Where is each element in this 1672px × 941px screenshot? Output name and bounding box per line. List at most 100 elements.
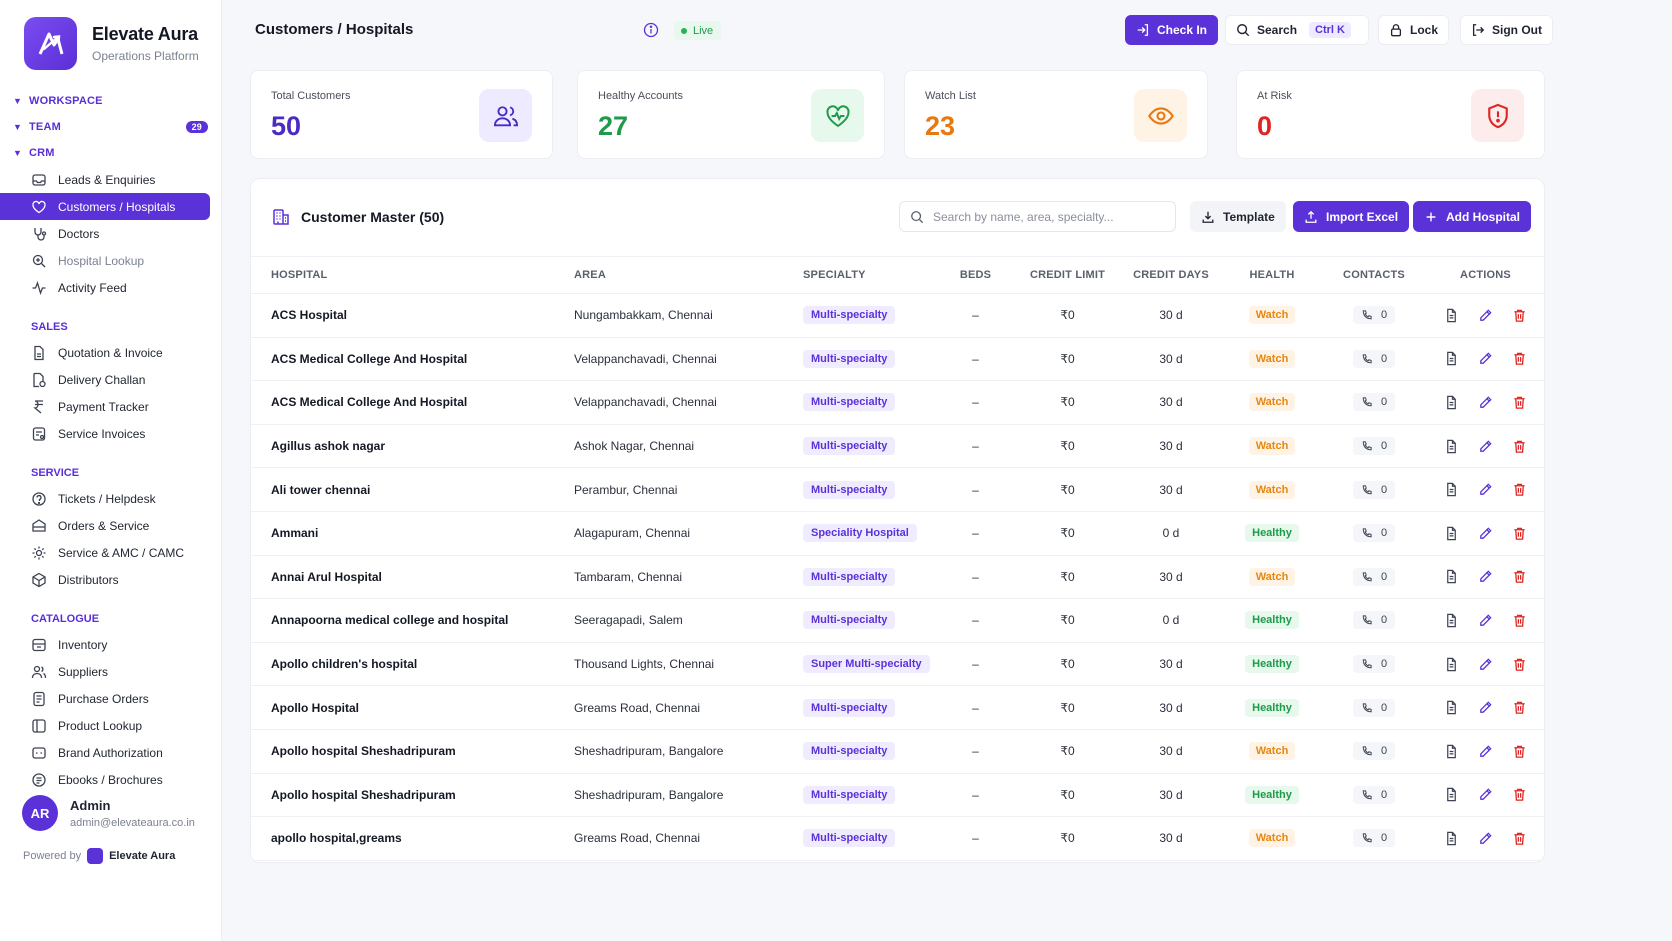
sidebar-item-payment-tracker[interactable]: Payment Tracker [0, 393, 222, 420]
cell-hospital[interactable]: Ali tower chennai [251, 467, 574, 512]
view-document-icon[interactable] [1444, 351, 1459, 366]
edit-icon[interactable] [1478, 526, 1493, 541]
user-profile[interactable]: AR Admin admin@elevateaura.co.in [22, 795, 195, 831]
sidebar-item-ebooks[interactable]: Ebooks / Brochures [0, 766, 222, 793]
cell-hospital[interactable]: apollo hospital,greams [251, 816, 574, 861]
contacts-badge[interactable]: 0 [1352, 393, 1396, 412]
edit-icon[interactable] [1478, 744, 1493, 759]
sidebar-item-activity-feed[interactable]: Activity Feed [0, 274, 222, 301]
edit-icon[interactable] [1478, 395, 1493, 410]
contacts-badge[interactable]: 0 [1352, 306, 1396, 325]
edit-icon[interactable] [1478, 657, 1493, 672]
table-row[interactable]: ACS Medical College And Hospital Velappan… [251, 337, 1544, 382]
delete-icon[interactable] [1512, 439, 1527, 454]
cell-hospital[interactable]: Annai Arul Hospital [251, 555, 574, 600]
edit-icon[interactable] [1478, 482, 1493, 497]
contacts-badge[interactable]: 0 [1352, 437, 1396, 456]
edit-icon[interactable] [1478, 787, 1493, 802]
delete-icon[interactable] [1512, 700, 1527, 715]
brand[interactable]: Elevate Aura Operations Platform [24, 17, 199, 70]
check-in-button[interactable]: Check In [1125, 15, 1219, 45]
cell-hospital[interactable]: ACS Medical College And Hospital [251, 380, 574, 425]
table-row[interactable]: Apollo Hospital Greams Road, Chennai Multi… [251, 685, 1544, 730]
table-row[interactable]: Apollo hospital Sheshadripuram Sheshadrip… [251, 729, 1544, 774]
table-row[interactable]: Agillus ashok nagar Ashok Nagar, Chennai M… [251, 424, 1544, 469]
table-row[interactable]: Ali tower chennai Perambur, Chennai Multi-… [251, 467, 1544, 512]
edit-icon[interactable] [1478, 569, 1493, 584]
delete-icon[interactable] [1512, 395, 1527, 410]
contacts-badge[interactable]: 0 [1352, 567, 1396, 586]
sidebar-item-hospital-lookup[interactable]: Hospital Lookup [0, 247, 222, 274]
view-document-icon[interactable] [1444, 700, 1459, 715]
contacts-badge[interactable]: 0 [1352, 480, 1396, 499]
cell-hospital[interactable]: Agillus ashok nagar [251, 424, 574, 469]
column-header-contacts[interactable]: CONTACTS [1323, 256, 1425, 294]
contacts-badge[interactable]: 0 [1352, 829, 1396, 848]
sign-out-button[interactable]: Sign Out [1460, 15, 1553, 45]
delete-icon[interactable] [1512, 351, 1527, 366]
edit-icon[interactable] [1478, 308, 1493, 323]
table-row[interactable]: Apollo children's hospital Thousand Light… [251, 642, 1544, 687]
nav-group-crm[interactable]: ▼ CRM [0, 140, 222, 166]
sidebar-item-orders-service[interactable]: Orders & Service [0, 512, 222, 539]
delete-icon[interactable] [1512, 526, 1527, 541]
column-header-credit-limit[interactable]: CREDIT LIMIT [1014, 256, 1121, 294]
view-document-icon[interactable] [1444, 613, 1459, 628]
column-header-credit-days[interactable]: CREDIT DAYS [1121, 256, 1221, 294]
table-row[interactable]: Apollo hospital Sheshadripuram Sheshadrip… [251, 773, 1544, 818]
contacts-badge[interactable]: 0 [1352, 698, 1396, 717]
table-row[interactable]: Ammani Alagapuram, Chennai Speciality Hosp… [251, 511, 1544, 556]
contacts-badge[interactable]: 0 [1352, 785, 1396, 804]
lock-button[interactable]: Lock [1378, 15, 1450, 45]
edit-icon[interactable] [1478, 613, 1493, 628]
column-header-health[interactable]: HEALTH [1221, 256, 1323, 294]
sidebar-item-doctors[interactable]: Doctors [0, 220, 222, 247]
contacts-badge[interactable]: 0 [1352, 349, 1396, 368]
table-row[interactable]: ACS Hospital Nungambakkam, Chennai Multi-s… [251, 293, 1544, 338]
sidebar-item-distributors[interactable]: Distributors [0, 566, 222, 593]
column-header-area[interactable]: AREA [574, 256, 803, 294]
table-row[interactable]: apollo hospital,greams Greams Road, Chenn… [251, 816, 1544, 861]
delete-icon[interactable] [1512, 787, 1527, 802]
sidebar-item-product-lookup[interactable]: Product Lookup [0, 712, 222, 739]
sidebar-item-customers[interactable]: Customers / Hospitals [0, 193, 210, 220]
cell-hospital[interactable]: Annapoorna medical college and hospital [251, 598, 574, 643]
view-document-icon[interactable] [1444, 395, 1459, 410]
sidebar-item-delivery-challan[interactable]: Delivery Challan [0, 366, 222, 393]
add-hospital-button[interactable]: Add Hospital [1413, 201, 1531, 232]
contacts-badge[interactable]: 0 [1352, 611, 1396, 630]
edit-icon[interactable] [1478, 439, 1493, 454]
table-row[interactable]: Annai Arul Hospital Tambaram, Chennai Mult… [251, 555, 1544, 600]
delete-icon[interactable] [1512, 613, 1527, 628]
delete-icon[interactable] [1512, 744, 1527, 759]
template-button[interactable]: Template [1190, 201, 1286, 232]
sidebar-item-quotation[interactable]: Quotation & Invoice [0, 339, 222, 366]
column-header-beds[interactable]: BEDS [937, 256, 1014, 294]
sidebar-item-brand-authorization[interactable]: Brand Authorization [0, 739, 222, 766]
cell-hospital[interactable]: Apollo hospital Sheshadripuram [251, 773, 574, 818]
delete-icon[interactable] [1512, 308, 1527, 323]
cell-hospital[interactable]: Ammani [251, 511, 574, 556]
cell-hospital[interactable]: Apollo Hospital [251, 685, 574, 730]
cell-hospital[interactable]: ACS Medical College And Hospital [251, 337, 574, 382]
view-document-icon[interactable] [1444, 831, 1459, 846]
column-header-hospital[interactable]: HOSPITAL [251, 256, 574, 294]
edit-icon[interactable] [1478, 831, 1493, 846]
sidebar-item-leads[interactable]: Leads & Enquiries [0, 166, 222, 193]
global-search-button[interactable]: Search Ctrl K [1225, 15, 1369, 45]
view-document-icon[interactable] [1444, 308, 1459, 323]
view-document-icon[interactable] [1444, 526, 1459, 541]
nav-group-team[interactable]: ▼ TEAM 29 [0, 114, 222, 140]
import-excel-button[interactable]: Import Excel [1293, 201, 1410, 232]
sidebar-item-service-amc[interactable]: Service & AMC / CAMC [0, 539, 222, 566]
view-document-icon[interactable] [1444, 482, 1459, 497]
edit-icon[interactable] [1478, 351, 1493, 366]
delete-icon[interactable] [1512, 657, 1527, 672]
info-icon[interactable] [643, 22, 659, 38]
view-document-icon[interactable] [1444, 744, 1459, 759]
delete-icon[interactable] [1512, 482, 1527, 497]
contacts-badge[interactable]: 0 [1352, 742, 1396, 761]
sidebar-item-tickets[interactable]: Tickets / Helpdesk [0, 485, 222, 512]
view-document-icon[interactable] [1444, 657, 1459, 672]
nav-group-workspace[interactable]: ▼ WORKSPACE [0, 88, 222, 114]
